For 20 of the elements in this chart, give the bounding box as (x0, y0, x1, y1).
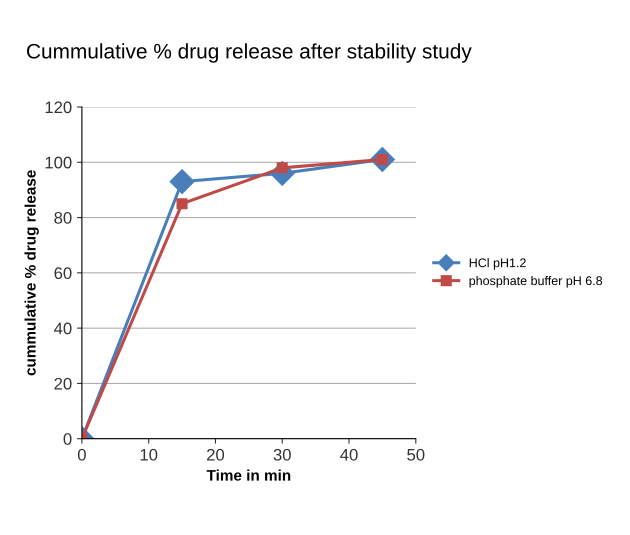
x-tick-label: 30 (274, 448, 291, 461)
chart-title: Cummulative % drug release after stability study (27, 43, 472, 63)
legend-label: HCl pH1.2 (470, 258, 526, 270)
x-tick-label: 0 (78, 448, 86, 461)
point (170, 169, 195, 194)
x-tick-label: 20 (207, 448, 224, 461)
y-tick-label: 0 (64, 433, 72, 445)
y-tick-label: 120 (46, 101, 72, 114)
y-tick-label: 60 (54, 267, 72, 280)
y-tick-label: 100 (46, 156, 72, 168)
y-tick-label: 80 (54, 212, 72, 224)
y-tick-label: 40 (54, 322, 72, 334)
y-axis-title: cummulative % drug release (24, 170, 39, 376)
point (176, 198, 188, 210)
x-tick-label: 10 (140, 448, 158, 461)
legend-label: phosphate buffer pH 6.8 (470, 276, 602, 288)
x-tick-label: 40 (340, 448, 358, 461)
y-tick-label: 20 (54, 378, 72, 390)
x-tick-label: 50 (407, 448, 424, 461)
x-axis-title: Time in min (206, 470, 290, 481)
